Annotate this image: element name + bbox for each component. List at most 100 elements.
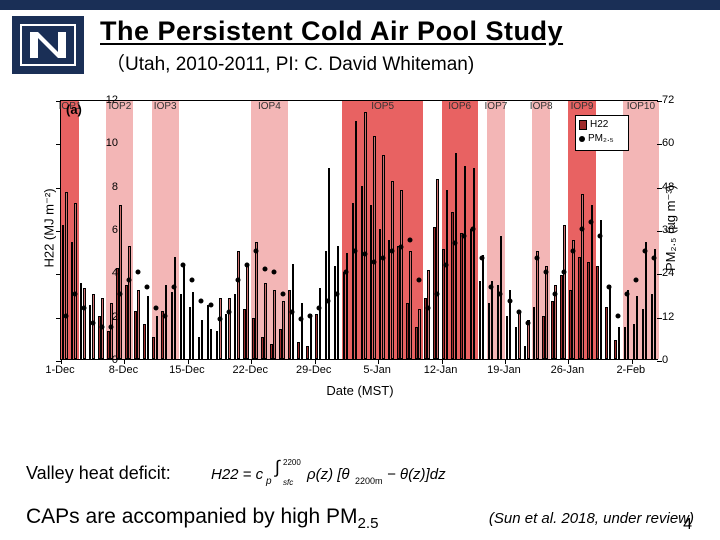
caps-statement: CAPs are accompanied by high PM2.5 — [26, 505, 379, 532]
pm25-dot — [63, 313, 68, 318]
y-axis-left-label: H22 (MJ m⁻²) — [42, 188, 58, 267]
pm25-dot — [570, 248, 575, 253]
bar — [134, 311, 137, 359]
slide-title: The Persistent Cold Air Pool Study — [100, 16, 563, 47]
bar — [364, 112, 367, 359]
pm25-dot — [471, 227, 476, 232]
pm25-dot — [226, 310, 231, 315]
pm25-dot — [317, 306, 322, 311]
bar — [578, 257, 581, 359]
pm25-dot — [598, 234, 603, 239]
bar — [261, 337, 264, 359]
bar — [83, 288, 86, 360]
pm25-dot — [534, 255, 539, 260]
pm25-dot — [235, 277, 240, 282]
citation: (Sun et al. 2018, under review) — [489, 510, 694, 527]
bar — [460, 233, 463, 359]
slide-subtitle: （Utah, 2010-2011, PI: C. David Whiteman) — [100, 49, 563, 76]
pm25-dot — [262, 266, 267, 271]
pm25-dot — [552, 292, 557, 297]
pm25-dot — [126, 277, 131, 282]
svg-text:− θ(z)]dz: − θ(z)]dz — [387, 466, 446, 483]
bar — [563, 225, 566, 359]
bar — [636, 296, 639, 359]
bar — [569, 290, 572, 359]
xtick: 29-Dec — [296, 364, 331, 376]
caps-sub: 2.5 — [358, 515, 379, 532]
bar — [533, 307, 536, 359]
pm25-dot — [308, 313, 313, 318]
pm25-dot — [271, 270, 276, 275]
bar — [119, 205, 122, 359]
bar — [288, 290, 291, 359]
bar — [152, 337, 155, 359]
bar — [391, 181, 394, 359]
pm25-dot — [353, 248, 358, 253]
bar — [273, 290, 276, 359]
svg-text:∫: ∫ — [273, 457, 281, 477]
pm25-dot — [489, 284, 494, 289]
bar — [587, 262, 590, 360]
bar — [614, 340, 617, 360]
pm25-dot — [616, 313, 621, 318]
bar — [654, 249, 657, 360]
pm25-dot — [444, 263, 449, 268]
pm25-dot — [425, 306, 430, 311]
ytick-right: 60 — [662, 137, 674, 149]
ytick-left: 10 — [64, 137, 118, 149]
top-border — [0, 0, 720, 10]
bar — [473, 168, 476, 359]
pm25-dot — [652, 255, 657, 260]
ytick-right: 0 — [662, 354, 668, 366]
bar — [406, 303, 409, 359]
bar — [524, 346, 527, 359]
pm25-dot — [154, 306, 159, 311]
pm25-dot — [625, 292, 630, 297]
bar — [297, 342, 300, 359]
bar — [252, 318, 255, 359]
svg-text:p: p — [265, 476, 272, 487]
pm25-dot — [516, 310, 521, 315]
legend-pm25: PM₂.₅ — [588, 132, 614, 146]
bar — [310, 314, 313, 360]
bar — [379, 229, 382, 359]
xtick: 5-Jan — [363, 364, 391, 376]
ytick-left: 6 — [64, 224, 118, 236]
bar — [651, 294, 654, 359]
bar — [436, 179, 439, 359]
bar — [373, 136, 376, 359]
bar — [479, 281, 482, 359]
heat-deficit-label: Valley heat deficit: — [26, 463, 171, 484]
pm25-dot — [362, 252, 367, 257]
bar — [451, 212, 454, 359]
pm25-dot — [371, 259, 376, 264]
bar — [418, 309, 421, 359]
bar — [125, 285, 128, 359]
xtick: 26-Jan — [551, 364, 585, 376]
bar — [210, 329, 213, 359]
pm25-dot — [579, 227, 584, 232]
bar — [618, 327, 621, 360]
pm25-dot — [435, 292, 440, 297]
pm25-dot — [389, 248, 394, 253]
pm25-dot — [117, 292, 122, 297]
pm25-dot — [99, 324, 104, 329]
bar — [500, 236, 503, 360]
bar — [388, 240, 391, 359]
bar — [264, 283, 267, 359]
xtick: 22-Dec — [233, 364, 268, 376]
bar — [246, 266, 249, 359]
bar — [470, 229, 473, 359]
pm25-dot — [181, 263, 186, 268]
pm25-dot — [607, 284, 612, 289]
bar — [171, 292, 174, 359]
pm25-dot — [172, 284, 177, 289]
bar — [174, 257, 177, 359]
university-logo — [12, 16, 84, 74]
xtick: 8-Dec — [109, 364, 138, 376]
bar — [270, 344, 273, 359]
bar — [180, 294, 183, 359]
bar — [325, 251, 328, 359]
bar — [161, 311, 164, 359]
pm25-dot — [253, 248, 258, 253]
